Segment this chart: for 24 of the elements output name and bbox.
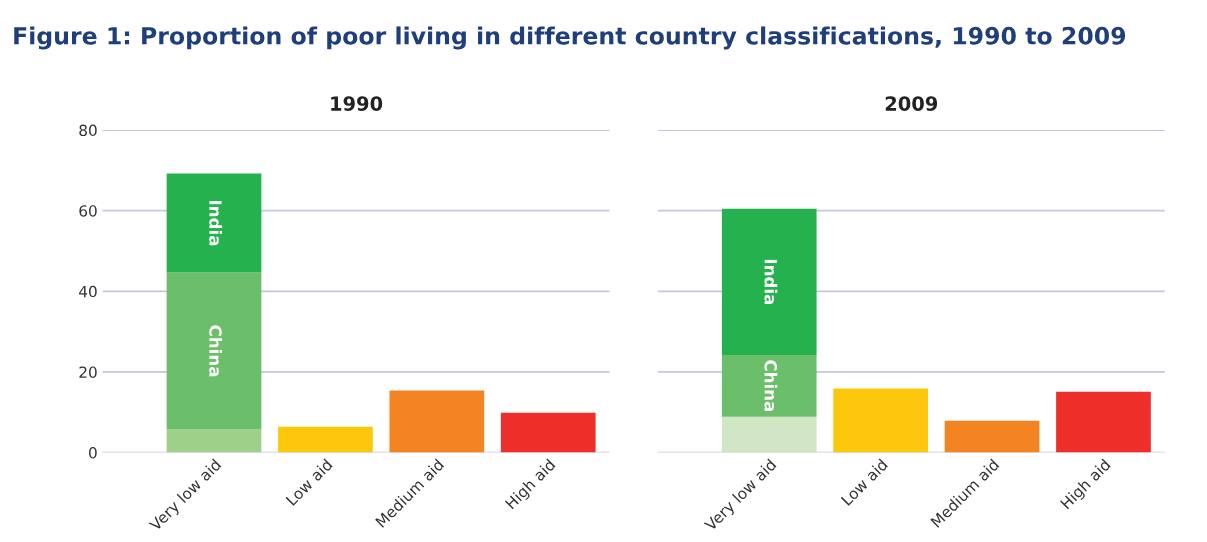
series-label: India: [209, 201, 223, 246]
y-tick-label: 20: [79, 366, 97, 378]
y-tick-label: 40: [79, 285, 97, 298]
chart-title: Figure 1: Proportion of poor living in different country classifications, 1990 to 2009: [14, 26, 1126, 50]
series-label: India: [764, 259, 778, 305]
bar: [500, 412, 596, 453]
y-tick-label: 60: [79, 205, 97, 217]
bar: [278, 426, 373, 453]
series-label: China: [764, 360, 778, 412]
y-tick-label: 80: [79, 124, 97, 137]
series-label: China: [209, 325, 223, 377]
bar: [389, 390, 485, 453]
bar: [721, 208, 817, 356]
bar: [944, 420, 1040, 453]
bar: [1056, 391, 1151, 453]
bar: [721, 416, 817, 453]
bar: [833, 388, 928, 453]
bar: [721, 355, 817, 417]
chart-subtitle: 1990: [331, 96, 383, 111]
bar: [166, 272, 262, 430]
bar: [166, 173, 262, 273]
y-tick-label: 0: [89, 447, 97, 459]
bar: [166, 429, 262, 453]
chart-subtitle: 2009: [885, 96, 938, 111]
